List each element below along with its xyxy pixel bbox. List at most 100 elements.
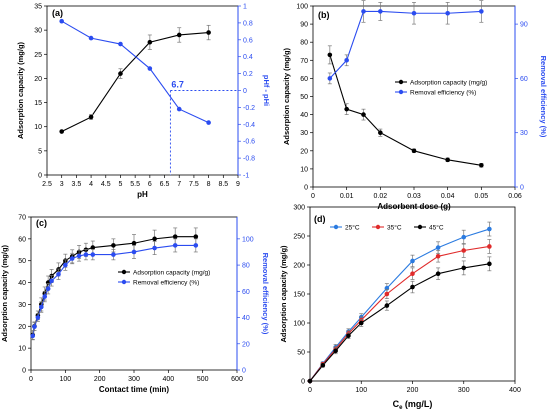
x-tick-label: 8.5 <box>218 181 228 188</box>
data-point <box>333 348 338 354</box>
data-point <box>320 363 326 368</box>
data-point <box>193 234 199 239</box>
x-tick-label: 0.01 <box>340 193 354 200</box>
series-line <box>61 20 209 124</box>
data-point <box>346 333 351 339</box>
data-point <box>344 106 349 112</box>
data-point <box>361 112 366 117</box>
data-point <box>56 271 61 277</box>
data-point <box>59 129 64 134</box>
data-point <box>384 303 390 308</box>
data-point <box>327 52 333 58</box>
x-axis-title: pH <box>137 190 148 199</box>
data-point <box>147 39 153 45</box>
y-tick-label: 35 <box>34 4 42 11</box>
x-tick-label: 0.05 <box>475 193 489 200</box>
x-tick-label: 0 <box>308 387 312 394</box>
y-tick-label: 20 <box>300 148 308 155</box>
y-tick-label: 70 <box>18 215 26 222</box>
data-point <box>30 333 36 339</box>
y-tick-label: 30 <box>34 28 42 35</box>
y2-axis-title: pHf - pHi <box>262 75 271 106</box>
data-point <box>487 226 492 232</box>
data-point <box>88 35 94 41</box>
y-tick-label: 50 <box>297 350 305 357</box>
data-point <box>461 265 467 271</box>
y-tick-label: 20 <box>34 76 42 83</box>
data-point <box>131 240 137 246</box>
y-tick-label: 90 <box>300 22 308 29</box>
y-tick-label: 250 <box>293 234 305 241</box>
x-tick-label: 0.04 <box>441 193 455 200</box>
data-point <box>131 249 137 255</box>
data-point <box>206 120 211 125</box>
x-tick-label: 600 <box>231 376 243 383</box>
y2-tick-label: 40 <box>242 315 250 322</box>
y-tick-label: 200 <box>293 263 305 270</box>
data-point <box>479 9 484 14</box>
data-point <box>445 157 450 163</box>
y2-tick-label: 0.6 <box>243 37 253 44</box>
x-tick-label: 6 <box>148 181 152 188</box>
y-axis-title: Adsorption capacity (mg/g) <box>282 47 291 145</box>
y2-tick-label: 100 <box>242 236 254 243</box>
data-point <box>111 252 116 257</box>
legend-swatch-marker <box>398 89 404 95</box>
y-tick-label: 15 <box>34 100 42 107</box>
data-point <box>63 262 68 268</box>
legend-label: Adsorption capacity (mg/g) <box>133 270 210 277</box>
y2-tick-label: 0.8 <box>243 20 253 27</box>
legend-label: Adsorption capacity (mg/g) <box>410 80 487 87</box>
data-point <box>410 284 415 290</box>
series-line <box>309 228 490 382</box>
data-point <box>307 378 313 384</box>
x-tick-label: 400 <box>509 387 521 394</box>
x-tick-label: 0.06 <box>508 193 522 200</box>
x-tick-label: 7 <box>177 181 181 188</box>
panel-a-chart: 2.5 3 3.5 4 4.5 5 5.5 6 6.5 7 7.5 8 8.5 9051015202530… <box>16 4 271 200</box>
panel-label: (b) <box>318 10 330 20</box>
y2-tick-label: 0 <box>243 88 247 95</box>
data-point <box>176 106 182 112</box>
x-tick-label: 200 <box>94 376 106 383</box>
y2-tick-label: -0.8 <box>243 156 255 163</box>
data-point <box>435 245 441 250</box>
y2-tick-label: 0 <box>242 368 246 375</box>
data-point <box>39 304 44 310</box>
x-tick-label: 100 <box>355 387 367 394</box>
x-tick-label: 4.5 <box>101 181 111 188</box>
y-tick-label: 10 <box>18 346 26 353</box>
x-tick-label: 300 <box>458 387 470 394</box>
x-tick-label: 200 <box>407 387 419 394</box>
y2-axis-title: Removal efficiency (%) <box>539 56 548 138</box>
data-point <box>83 252 89 257</box>
y-tick-label: 70 <box>300 58 308 65</box>
y-tick-label: 0 <box>301 379 305 386</box>
legend-swatch-marker <box>417 224 423 230</box>
legend-swatch-marker <box>398 79 404 85</box>
data-point <box>69 256 75 261</box>
legend-swatch-marker <box>121 279 127 285</box>
x-tick-label: 400 <box>162 376 174 383</box>
series-line <box>61 32 209 133</box>
x-tick-label: 2.5 <box>42 181 52 188</box>
y2-tick-label: 0.2 <box>243 71 253 78</box>
data-point <box>206 30 211 35</box>
y-tick-label: 300 <box>293 205 305 212</box>
y-tick-label: 80 <box>300 40 308 47</box>
legend-label: 35°C <box>387 224 402 232</box>
data-point <box>461 234 467 240</box>
data-point <box>111 243 116 248</box>
y-tick-label: 100 <box>293 321 305 328</box>
y-tick-label: 60 <box>300 76 308 83</box>
x-tick-label: 300 <box>128 376 140 383</box>
pzc-annotation: 6.7 <box>171 80 184 90</box>
legend-swatch-marker <box>375 224 381 230</box>
panel-d-chart: 0 100 200 300 400 0 50 100 150 200 250 300 Ce (mg/L)… <box>279 205 521 412</box>
y2-tick-label: -0.2 <box>243 105 255 112</box>
y-tick-label: 0 <box>22 368 26 375</box>
data-point <box>445 10 450 16</box>
data-point <box>487 244 492 249</box>
y-tick-label: 100 <box>296 4 308 11</box>
